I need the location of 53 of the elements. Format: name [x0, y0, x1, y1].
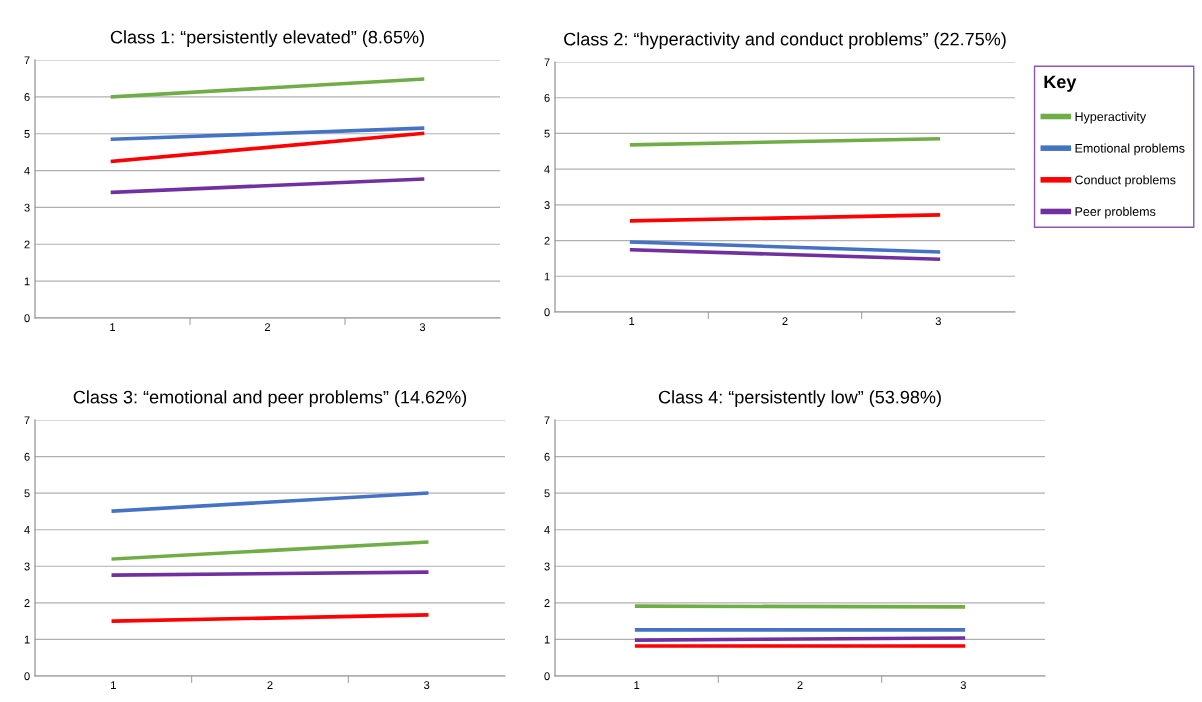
chart-title: Class 2: “hyperactivity and conduct problems” (22.75%)	[564, 32, 1006, 50]
chart-title: Class 1: “persistently elevated” (8.65%)	[110, 30, 424, 48]
y-tick-label: 2	[24, 240, 30, 249]
legend-label: Emotional problems	[1075, 143, 1185, 156]
y-tick-label: 4	[24, 526, 30, 534]
x-tick-label: 3	[935, 317, 941, 326]
y-tick-label: 3	[24, 562, 30, 571]
y-tick-label: 0	[544, 672, 550, 681]
y-tick-label: 5	[544, 129, 550, 138]
x-tick-label: 1	[111, 681, 116, 689]
y-tick-label: 5	[544, 489, 550, 498]
chart-title: Class 3: “emotional and peer problems” (14.62%)	[73, 390, 467, 408]
y-tick-label: 6	[544, 93, 550, 102]
y-tick-label: 1	[24, 635, 30, 644]
x-tick-label: 2	[267, 681, 273, 689]
y-tick-label: 0	[24, 672, 30, 681]
y-tick-label: 7	[544, 416, 550, 425]
legend-label: Conduct problems	[1075, 175, 1176, 187]
x-tick-label: 1	[110, 323, 116, 331]
x-tick-label: 2	[264, 323, 271, 331]
legend-title: Key	[1044, 75, 1077, 92]
y-tick-label: 3	[544, 562, 550, 571]
x-tick-label: 2	[782, 317, 788, 325]
y-tick-label: 0	[544, 308, 550, 317]
y-tick-label: 7	[544, 58, 550, 67]
y-tick-label: 5	[24, 489, 30, 498]
y-tick-label: 1	[24, 277, 30, 286]
y-tick-label: 6	[24, 93, 30, 101]
legend-label: Hyperactivity	[1075, 111, 1147, 124]
y-tick-label: 0	[24, 314, 30, 323]
x-tick-label: 3	[424, 681, 430, 690]
y-tick-label: 1	[544, 635, 550, 644]
x-tick-label: 1	[634, 681, 640, 689]
y-tick-label: 2	[24, 599, 30, 607]
y-tick-label: 4	[24, 166, 30, 175]
y-tick-label: 6	[24, 452, 30, 461]
chart-title: Class 4: “persistently low” (53.98%)	[658, 390, 941, 408]
x-tick-label: 3	[419, 323, 426, 332]
y-tick-label: 4	[544, 165, 550, 174]
y-tick-label: 1	[544, 272, 550, 281]
x-tick-label: 3	[960, 681, 966, 690]
x-tick-label: 1	[629, 317, 635, 325]
y-tick-label: 7	[24, 416, 30, 425]
legend-label: Peer problems	[1075, 206, 1156, 219]
y-tick-label: 2	[544, 599, 550, 607]
y-tick-label: 3	[24, 203, 30, 212]
y-tick-label: 6	[544, 452, 550, 461]
y-tick-label: 7	[24, 56, 30, 65]
y-tick-label: 2	[544, 236, 550, 245]
x-tick-label: 2	[797, 681, 803, 689]
y-tick-label: 5	[24, 130, 30, 138]
y-tick-label: 3	[544, 201, 550, 209]
y-tick-label: 4	[544, 526, 550, 534]
